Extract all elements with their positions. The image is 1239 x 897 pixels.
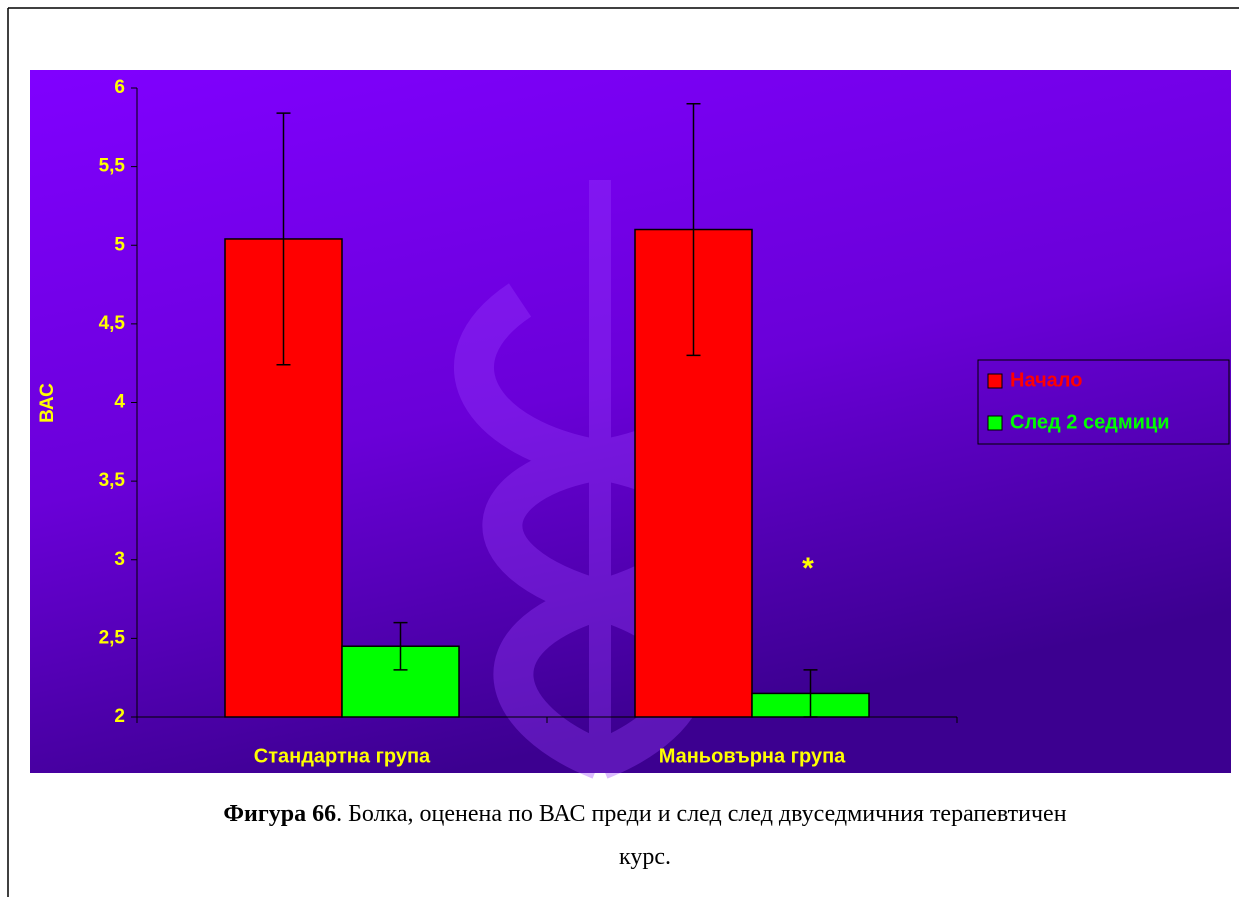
legend-label: Начало <box>1010 369 1082 391</box>
y-tick-label: 6 <box>114 77 125 98</box>
legend-swatch <box>987 415 1003 431</box>
caption: Фигура 66. Болка, оценена по ВАС преди и… <box>195 793 1095 879</box>
y-tick-label: 5,5 <box>99 156 126 177</box>
legend-box <box>977 359 1230 445</box>
y-tick-label: 4 <box>114 392 125 413</box>
error-bar <box>686 102 701 357</box>
y-tick-label: 3 <box>114 549 125 570</box>
y-tick-label: 2,5 <box>99 627 126 648</box>
y-tick-label: 3,5 <box>99 470 126 491</box>
error-bar <box>393 621 408 671</box>
caption-label: Фигура 66 <box>223 801 337 827</box>
legend-label: След 2 седмици <box>1010 411 1170 433</box>
annotation: * <box>802 552 814 585</box>
x-tick-label: Стандартна група <box>254 745 431 767</box>
legend-swatch <box>987 373 1003 389</box>
y-tick-label: 2 <box>114 706 125 727</box>
y-axis-label: ВАС <box>37 383 58 423</box>
y-tick-label: 4,5 <box>99 313 126 334</box>
y-tick-label: 5 <box>114 234 125 255</box>
error-bar <box>276 112 291 366</box>
caption-text: . Болка, оценена по ВАС преди и след сле… <box>336 801 1067 870</box>
x-tick-label: Маньовърна група <box>659 745 846 767</box>
error-bar <box>803 669 818 718</box>
